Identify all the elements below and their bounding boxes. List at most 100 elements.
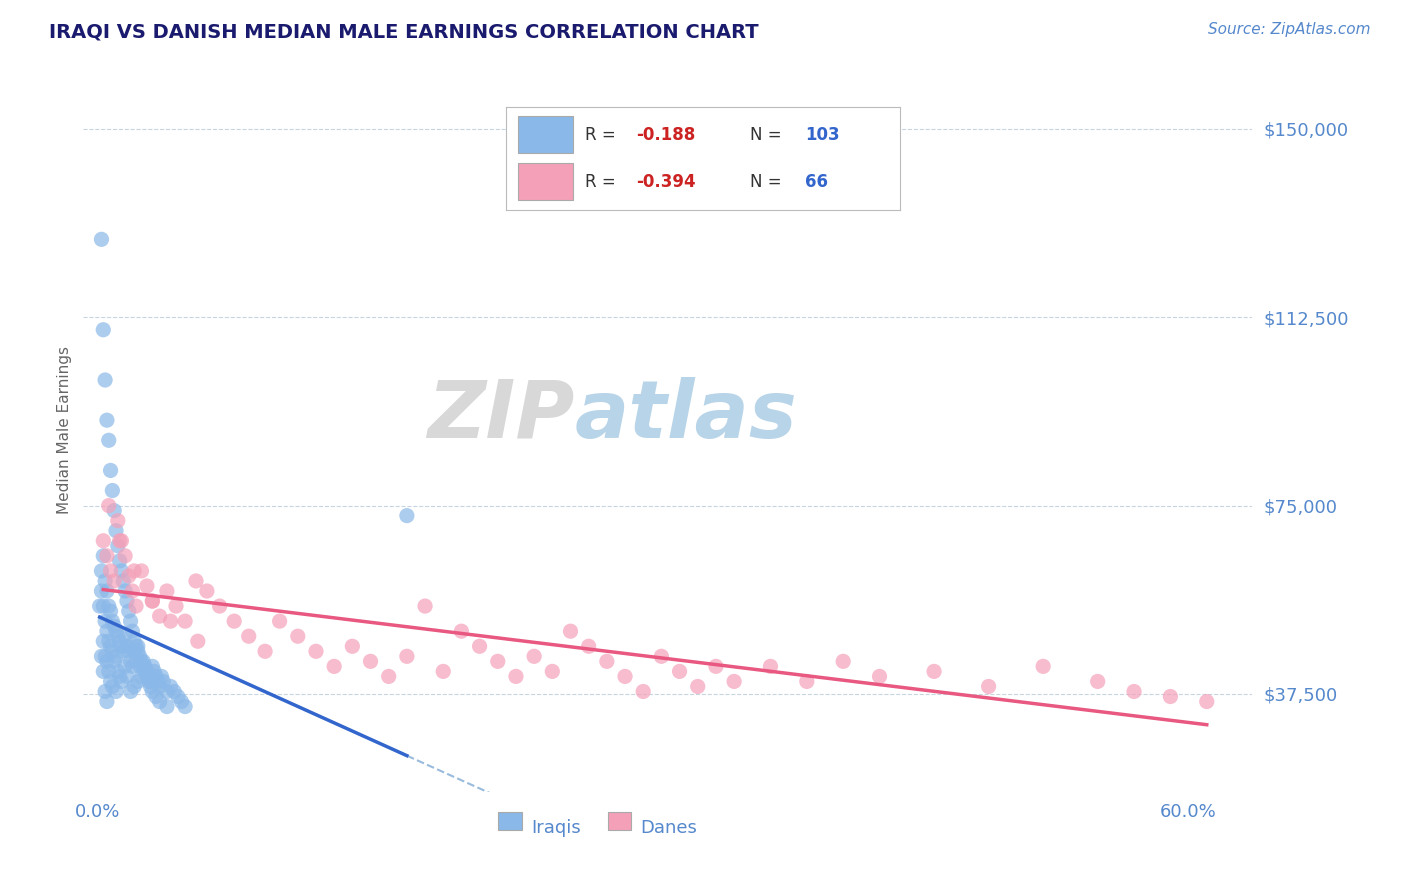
Point (97, 434, 120, 448)
Point (115, 640, 138, 654)
Point (103, 619, 125, 633)
Point (287, 629, 309, 643)
Point (163, 684, 186, 698)
Point (977, 680, 1000, 694)
Point (110, 674, 132, 689)
Text: N =: N = (751, 126, 787, 144)
Point (174, 614, 197, 628)
Point (90, 564, 112, 578)
Point (668, 665, 690, 679)
Point (468, 640, 491, 654)
Point (105, 649, 128, 664)
Point (187, 634, 209, 648)
Point (146, 674, 169, 689)
Point (118, 644, 141, 658)
Point (125, 640, 148, 654)
Point (135, 669, 157, 683)
Point (112, 644, 135, 658)
Text: -0.394: -0.394 (636, 173, 696, 191)
Point (450, 624, 472, 639)
Point (1032, 659, 1054, 673)
Text: 103: 103 (806, 126, 839, 144)
Text: R =: R = (585, 173, 621, 191)
Point (1087, 674, 1109, 689)
Point (166, 690, 188, 704)
Point (1123, 684, 1146, 698)
Point (121, 584, 143, 599)
Point (269, 614, 291, 628)
Point (91, 599, 114, 613)
Point (101, 680, 124, 694)
Point (122, 644, 145, 658)
Point (395, 508, 418, 523)
Point (96, 624, 118, 639)
Point (560, 624, 582, 639)
Point (149, 609, 172, 624)
Point (141, 594, 163, 608)
Point (103, 503, 125, 517)
Point (96, 584, 118, 599)
Point (107, 514, 129, 528)
Point (922, 665, 945, 679)
Point (145, 690, 167, 704)
Point (114, 659, 136, 673)
Point (143, 665, 166, 679)
Point (131, 654, 153, 668)
Point (122, 680, 145, 694)
Point (377, 669, 399, 683)
Point (152, 674, 174, 689)
Point (486, 654, 509, 668)
Point (131, 669, 153, 683)
Point (105, 684, 128, 698)
Point (631, 684, 654, 698)
Point (94, 614, 117, 628)
Point (118, 604, 141, 618)
Point (174, 699, 197, 714)
Point (238, 629, 260, 643)
Point (505, 669, 527, 683)
Point (120, 614, 142, 628)
Point (650, 649, 672, 664)
Point (96, 413, 118, 427)
Point (395, 649, 418, 664)
Point (100, 674, 122, 689)
Point (869, 669, 891, 683)
Point (138, 674, 160, 689)
Point (122, 564, 145, 578)
Point (107, 629, 129, 643)
Point (91, 549, 114, 563)
Point (195, 584, 218, 599)
Point (96, 694, 118, 708)
Point (90, 232, 112, 246)
Point (112, 574, 135, 588)
Y-axis label: Median Male Earnings: Median Male Earnings (58, 346, 72, 515)
Point (150, 669, 173, 683)
Point (108, 554, 131, 568)
Point (91, 665, 114, 679)
Point (107, 665, 129, 679)
Point (145, 669, 167, 683)
Point (91, 323, 114, 337)
Point (138, 669, 160, 683)
Point (704, 659, 727, 673)
Point (101, 483, 124, 498)
Point (121, 624, 143, 639)
Point (141, 659, 163, 673)
Point (94, 649, 117, 664)
Point (523, 649, 546, 664)
Point (108, 533, 131, 548)
Point (97, 634, 120, 648)
Point (135, 579, 157, 593)
Point (108, 669, 131, 683)
Point (114, 629, 136, 643)
Text: N =: N = (751, 173, 787, 191)
Point (596, 654, 619, 668)
Point (135, 665, 157, 679)
Point (100, 463, 122, 477)
Legend: Iraqis, Danes: Iraqis, Danes (491, 811, 704, 845)
Point (122, 634, 145, 648)
Point (107, 539, 129, 553)
Point (105, 624, 128, 639)
Point (97, 599, 120, 613)
Point (97, 499, 120, 513)
